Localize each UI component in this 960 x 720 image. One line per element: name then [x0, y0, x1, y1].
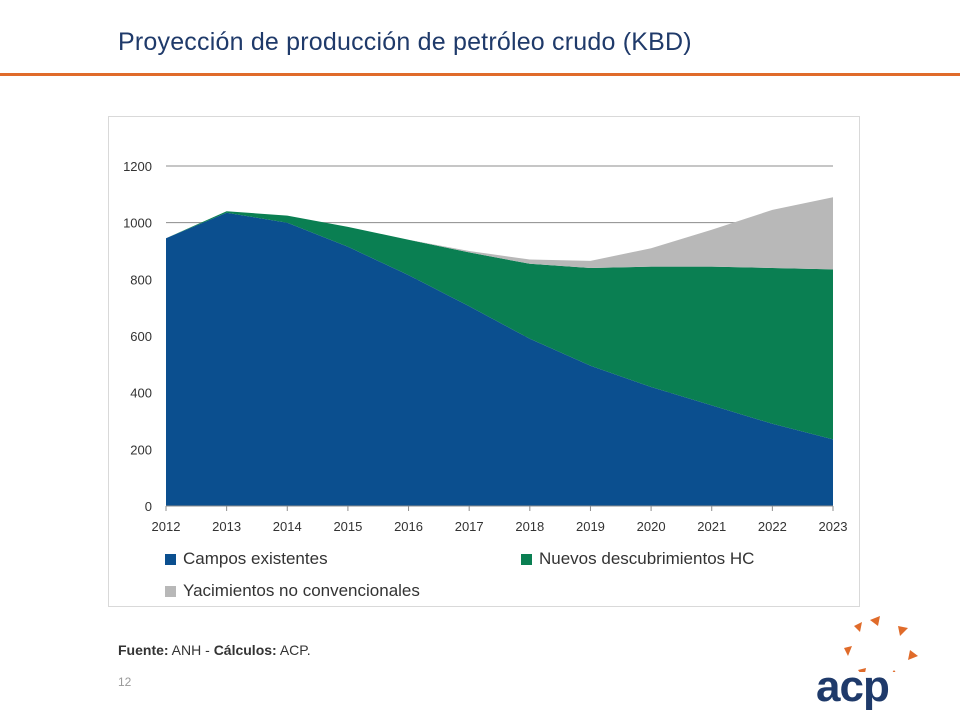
x-tick-label: 2021: [697, 519, 726, 534]
x-tick-label: 2012: [152, 519, 181, 534]
page-number: 12: [118, 675, 132, 689]
y-tick-label: 800: [130, 272, 152, 287]
legend-label: Yacimientos no convencionales: [183, 581, 420, 600]
legend-swatch: [165, 553, 176, 565]
acp-logo: acp: [808, 612, 938, 712]
calc-label: Cálculos:: [213, 642, 277, 658]
x-tick-label: 2017: [455, 519, 484, 534]
y-tick-label: 400: [130, 386, 152, 401]
x-tick-label: 2020: [637, 519, 666, 534]
legend-label: Nuevos descubrimientos HC: [539, 549, 755, 568]
legend-item-yacimientos-no-convencionales: Yacimientos no convencionales: [165, 581, 420, 601]
source-value: ANH -: [168, 642, 214, 658]
y-tick-label: 600: [130, 329, 152, 344]
x-tick-label: 2013: [212, 519, 241, 534]
legend-swatch: [521, 553, 532, 565]
series-area-2: [166, 197, 833, 270]
chart-container: 0 200 400 600 800 1000 1200 2012 2013 2014 2015 20…: [108, 116, 860, 607]
y-tick-label: 1000: [123, 216, 152, 231]
star-burst-icon: [844, 616, 918, 672]
source-label: Fuente:: [118, 642, 169, 658]
source-note: Fuente: ANH - Cálculos: ACP.: [118, 642, 311, 658]
legend-swatch: [165, 585, 176, 597]
legend-item-nuevos-descubrimientos: Nuevos descubrimientos HC: [521, 549, 754, 569]
x-tick-label: 2014: [273, 519, 302, 534]
logo-wordmark: acp: [816, 662, 890, 711]
page-title: Proyección de producción de petróleo cru…: [118, 28, 692, 56]
calc-value: ACP.: [276, 642, 311, 658]
x-tick-label: 2015: [333, 519, 362, 534]
legend-item-campos-existentes: Campos existentes: [165, 549, 328, 569]
y-tick-label: 1200: [123, 159, 152, 174]
y-tick-label: 0: [145, 499, 152, 514]
legend-label: Campos existentes: [183, 549, 328, 568]
y-tick-label: 200: [130, 442, 152, 457]
x-tick-label: 2018: [515, 519, 544, 534]
x-tick-label: 2022: [758, 519, 787, 534]
title-divider: [0, 73, 960, 76]
x-tick-label: 2019: [576, 519, 605, 534]
x-tick-label: 2016: [394, 519, 423, 534]
series-area-1: [166, 211, 833, 440]
series-area-0: [166, 212, 833, 507]
area-chart: 0 200 400 600 800 1000 1200 2012 2013 2014 2015 20…: [123, 159, 848, 534]
x-tick-label: 2023: [819, 519, 848, 534]
